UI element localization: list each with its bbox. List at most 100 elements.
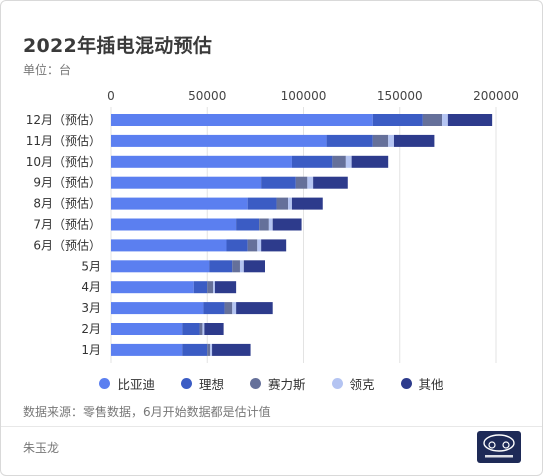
legend-swatch	[331, 378, 343, 389]
legend-item: 比亚迪	[99, 374, 155, 393]
bar-segment	[332, 155, 346, 168]
legend-item: 赛力斯	[249, 374, 306, 393]
bar-segment	[236, 218, 260, 231]
bar-segment	[351, 155, 389, 168]
brand-logo	[477, 431, 521, 463]
bar-segment	[447, 114, 493, 126]
y-category-label: 4月	[81, 280, 101, 294]
bar-segment	[276, 197, 289, 210]
x-tick-label: 200000	[473, 89, 519, 103]
unit-label: 单位：台	[23, 63, 72, 77]
bar-segment	[111, 114, 373, 126]
bar-segment	[199, 323, 203, 335]
chart-legend: 比亚迪 理想 赛力斯 领克 其他	[1, 374, 542, 393]
bar-segment	[239, 260, 244, 273]
bar-segment	[111, 155, 292, 168]
x-tick-label: 0	[107, 89, 115, 103]
y-category-label: 5月	[81, 259, 101, 273]
bar-segment	[111, 218, 237, 231]
legend-item: 理想	[180, 374, 224, 393]
bar-segment	[326, 134, 373, 147]
bar-segment	[224, 302, 233, 315]
bar-segment	[261, 176, 296, 189]
bar-segment	[232, 302, 237, 315]
bar-segment	[111, 239, 227, 252]
bar-segment	[268, 218, 273, 231]
y-category-label: 12月（预估）	[26, 113, 101, 127]
footer-divider	[1, 426, 542, 427]
legend-item: 领克	[331, 374, 375, 393]
bar-segment	[243, 260, 265, 273]
bar-segment	[261, 239, 287, 252]
y-category-label: 6月（预估）	[33, 238, 101, 252]
bar-segment	[247, 239, 258, 252]
legend-swatch	[249, 378, 261, 389]
bar-segment	[214, 281, 237, 294]
grid-lines	[110, 107, 497, 363]
bar-segment	[313, 176, 348, 189]
legend-swatch	[400, 378, 412, 389]
bar-segment	[111, 176, 262, 189]
bar-segment	[111, 323, 183, 335]
bar-segment	[236, 302, 273, 315]
y-category-label: 7月（预估）	[33, 218, 101, 232]
legend-item: 其他	[400, 374, 444, 393]
x-tick-label: 50000	[188, 89, 226, 103]
x-tick-label: 100000	[281, 89, 327, 103]
bar-segment	[307, 176, 314, 189]
bar-segment	[111, 197, 248, 210]
bar-segment	[203, 302, 225, 315]
legend-label: 比亚迪	[117, 377, 155, 392]
bar-segment	[182, 323, 200, 335]
y-category-label: 9月（预估）	[33, 176, 101, 190]
bar-segment	[272, 218, 302, 231]
legend-label: 领克	[349, 377, 375, 392]
y-category-label: 10月（预估）	[26, 155, 101, 169]
bars	[111, 114, 493, 356]
bar-segment	[422, 114, 443, 126]
bar-segment	[259, 218, 269, 231]
legend-label: 理想	[198, 377, 224, 392]
bar-segment	[111, 281, 194, 294]
x-axis-ticks: 0 50000 100000 150000 200000	[107, 89, 519, 103]
bar-segment	[202, 323, 205, 335]
bar-segment	[372, 134, 389, 147]
legend-swatch	[99, 378, 111, 389]
bar-segment	[111, 302, 204, 315]
bar-segment	[345, 155, 352, 168]
bar-segment	[209, 260, 233, 273]
author-name: 朱玉龙	[23, 441, 60, 455]
bar-segment	[247, 197, 277, 210]
x-tick-label: 150000	[377, 89, 423, 103]
data-source-note: 数据来源：零售数据，6月开始数据都是估计值	[23, 405, 271, 419]
y-category-label: 2月	[81, 322, 101, 336]
bar-segment	[372, 114, 423, 126]
bar-segment	[210, 343, 213, 356]
y-category-label: 11月（预估）	[26, 134, 101, 148]
bar-segment	[291, 155, 333, 168]
chart-title: 2022年插电混动预估	[23, 35, 213, 57]
bar-segment	[393, 134, 435, 147]
y-category-label: 1月	[81, 343, 101, 357]
bar-segment	[442, 114, 448, 126]
y-axis-labels: 12月（预估） 11月（预估） 10月（预估） 9月（预估） 8月（预估） 7月（预估） 6…	[26, 113, 101, 357]
bar-segment	[111, 260, 210, 273]
bar-segment	[207, 343, 211, 356]
legend-label: 其他	[418, 377, 444, 392]
bar-segment	[226, 239, 248, 252]
legend-swatch	[180, 378, 192, 389]
bar-segment	[288, 197, 292, 210]
bar-segment	[193, 281, 208, 294]
bar-segment	[213, 281, 215, 294]
y-category-label: 3月	[81, 301, 101, 315]
bar-segment	[295, 176, 308, 189]
bar-chart: 0 50000 100000 150000 200000 12月（预估）11月（预估）1…	[26, 89, 519, 363]
bar-segment	[204, 323, 224, 335]
bar-segment	[212, 343, 251, 356]
bar-segment	[111, 134, 327, 147]
y-category-label: 8月（预估）	[33, 197, 101, 211]
bar-segment	[182, 343, 208, 356]
bar-segment	[207, 281, 214, 294]
bar-segment	[111, 343, 183, 356]
